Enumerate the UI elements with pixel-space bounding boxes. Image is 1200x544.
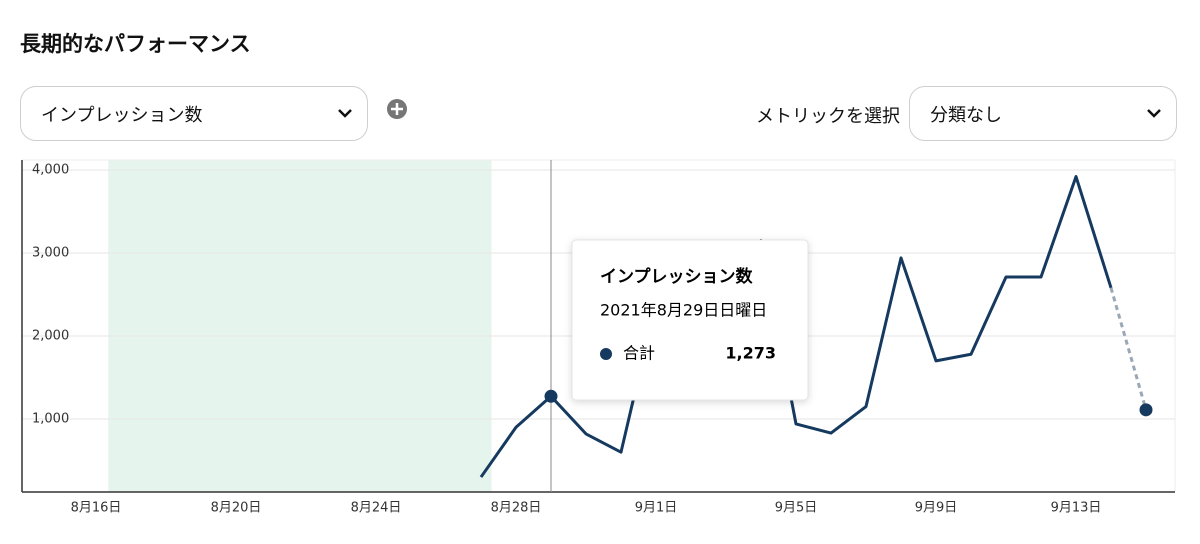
line-series — [479, 175, 1113, 478]
tooltip-value: 1,273 — [725, 344, 776, 363]
x-tick-label: 8月24日 — [351, 501, 402, 516]
tooltip-title: インプレッション数 — [600, 266, 753, 287]
x-tick-label: 9月5日 — [775, 501, 818, 516]
x-tick-label: 8月28日 — [491, 501, 542, 516]
x-tick-label: 9月13日 — [1051, 501, 1102, 516]
breakdown-dropdown[interactable]: 分類なし — [909, 86, 1177, 141]
point — [1139, 403, 1153, 417]
metric-dropdown[interactable]: インプレッション数 — [20, 86, 368, 141]
legend-dot — [600, 348, 612, 360]
hover-point — [544, 389, 558, 403]
x-tick-label: 8月20日 — [211, 501, 262, 516]
tooltip-box — [571, 239, 809, 401]
x-tick-label: 9月9日 — [915, 501, 958, 516]
chevron — [1147, 109, 1161, 118]
tooltip-date: 2021年8月29日日曜日 — [600, 301, 767, 320]
x-tick-label: 8月16日 — [71, 501, 122, 516]
x-tick-label: 9月1日 — [635, 501, 678, 516]
dropdown-text: インプレッション数 — [41, 104, 203, 126]
legend-label: 合計 — [623, 344, 655, 363]
y-tick-label: 1,000 — [32, 411, 69, 426]
chevron — [338, 109, 352, 118]
y-tick-label: 2,000 — [32, 328, 69, 343]
metric-select-label: メトリックを選択 — [756, 106, 900, 127]
y-tick-label: 3,000 — [32, 245, 69, 260]
shaded-range — [108, 160, 492, 492]
add-button[interactable] — [386, 98, 408, 120]
projected-segment — [1109, 287, 1148, 411]
heading: 長期的なパフォーマンス — [20, 32, 251, 56]
dropdown-text: 分類なし — [930, 104, 1002, 126]
y-tick-label: 4,000 — [32, 162, 69, 177]
